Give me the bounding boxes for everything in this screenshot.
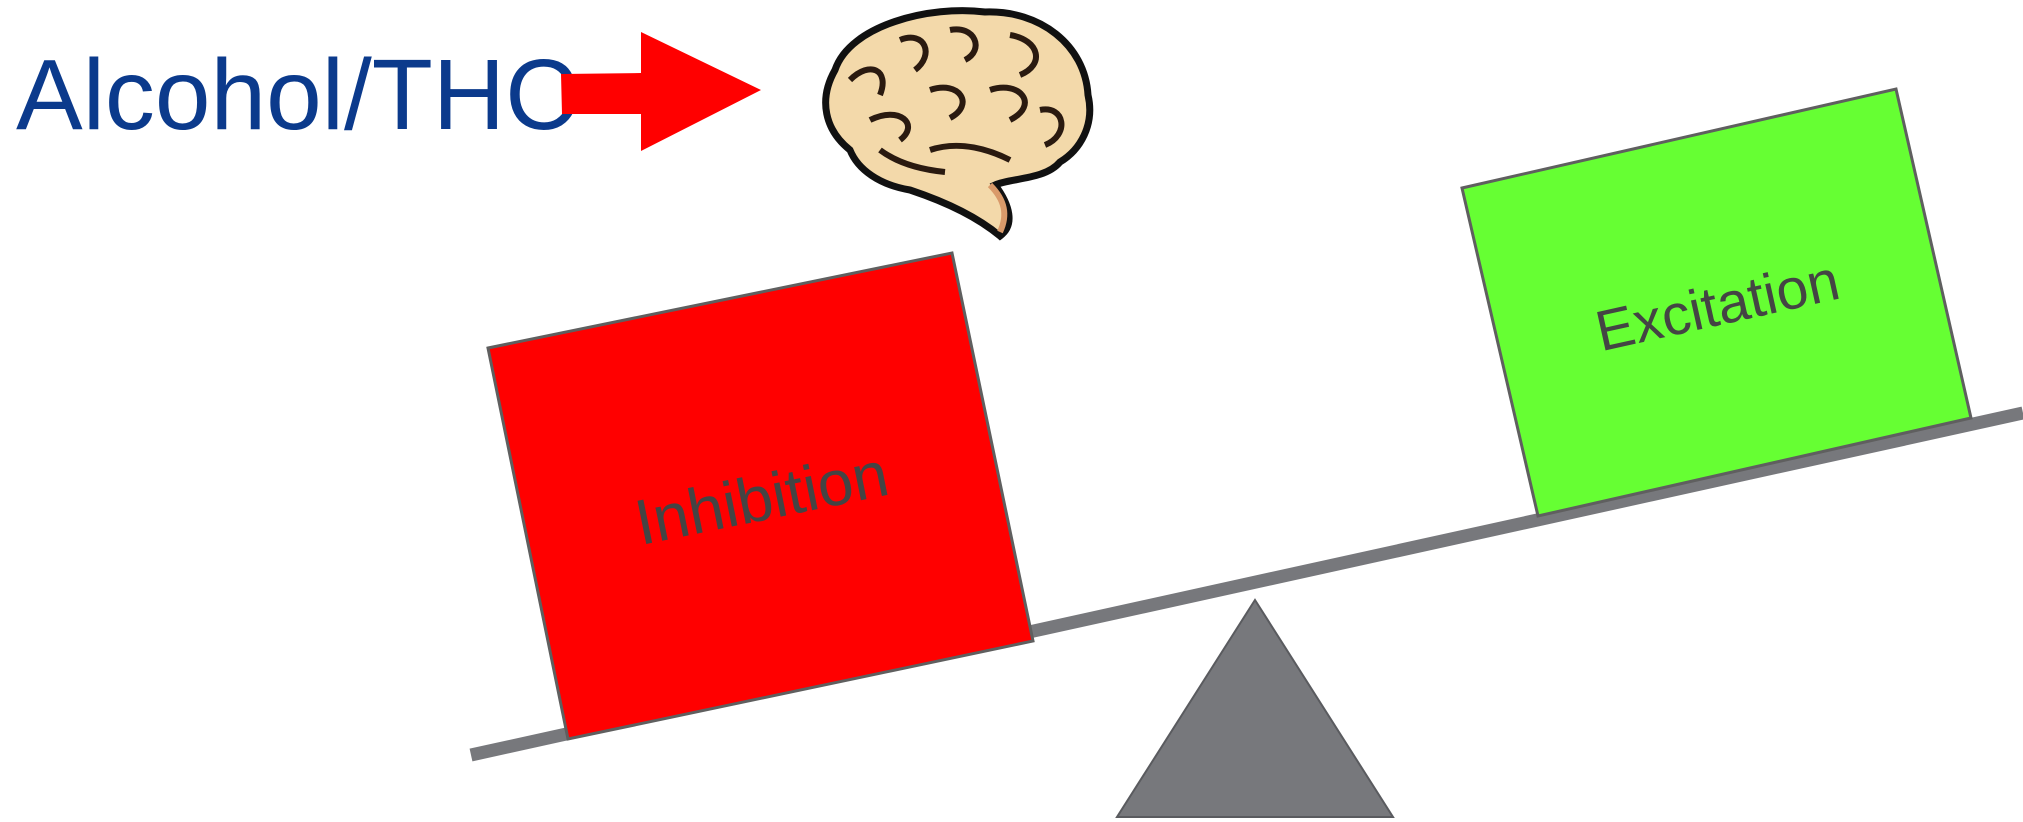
excitation-block bbox=[1460, 87, 1973, 518]
brain bbox=[822, 7, 1094, 241]
arrow bbox=[561, 32, 761, 151]
fulcrum bbox=[1115, 598, 1395, 818]
inhibition-block bbox=[486, 251, 1035, 741]
title: Alcohol/THC bbox=[16, 39, 577, 151]
